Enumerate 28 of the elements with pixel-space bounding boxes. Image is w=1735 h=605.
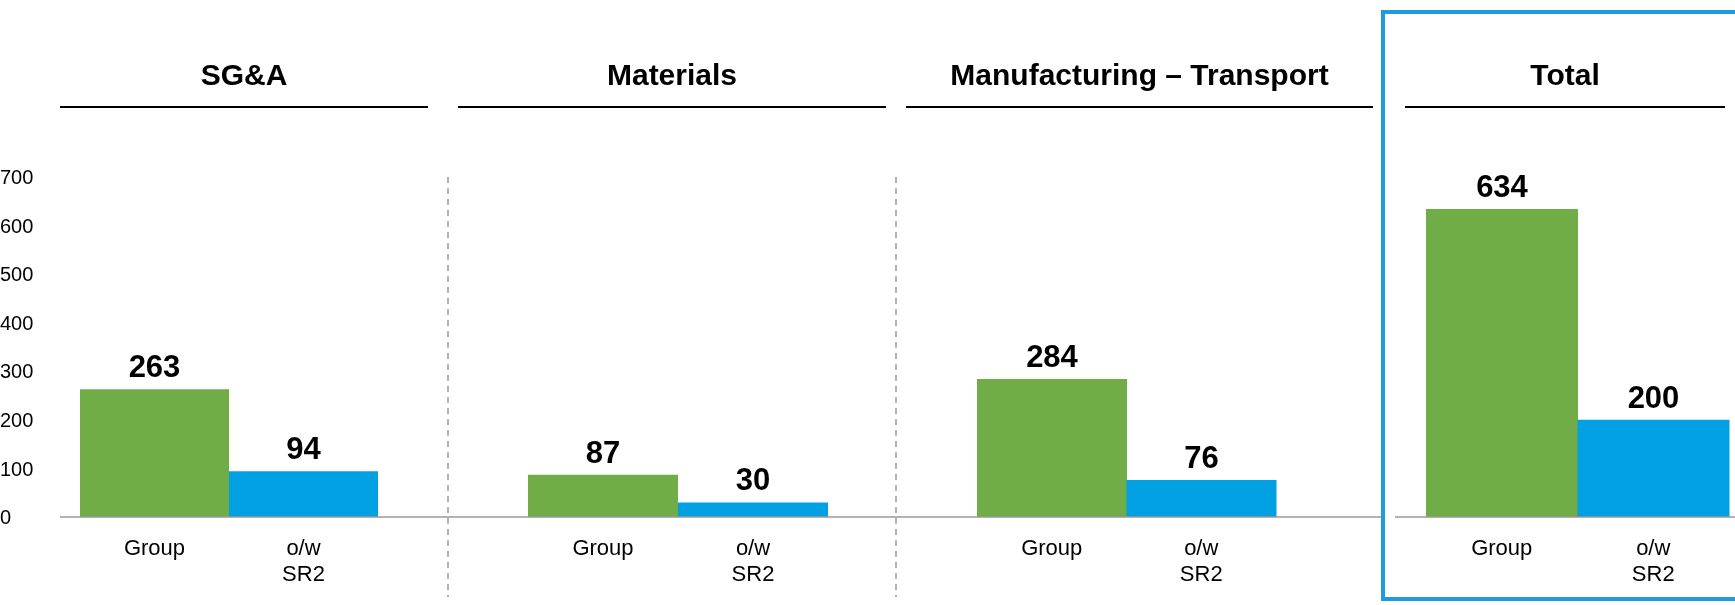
- x-tick-label: Group: [572, 534, 634, 560]
- y-tick-label: 0: [0, 506, 12, 529]
- data-label: 634: [1476, 169, 1529, 205]
- x-tick-label: o/w SR2: [282, 534, 325, 587]
- y-tick-label: 600: [0, 214, 34, 237]
- x-tick-label: Group: [1021, 534, 1083, 560]
- data-label: 87: [585, 434, 621, 470]
- y-tick-label: 500: [0, 263, 34, 286]
- y-tick-label: 700: [0, 166, 34, 189]
- x-tick-label: Group: [123, 534, 186, 560]
- y-tick-label: 200: [0, 408, 34, 431]
- chart-title: SG&A: [60, 58, 428, 108]
- data-label: 94: [286, 431, 322, 467]
- data-label: 200: [1627, 379, 1680, 415]
- x-tick-label: Group: [1471, 534, 1533, 560]
- data-label: 76: [1184, 440, 1219, 476]
- y-tick-label: 400: [0, 311, 34, 334]
- chart-title: Manufacturing – Transport: [906, 58, 1373, 108]
- y-tick-label: 100: [0, 457, 34, 480]
- x-tick-label: o/w SR2: [1179, 534, 1223, 587]
- data-label: 263: [128, 349, 181, 385]
- x-tick-label: o/w SR2: [1631, 534, 1675, 587]
- y-tick-label: 300: [0, 360, 34, 383]
- data-label: 30: [735, 462, 771, 498]
- chart-title: Materials: [458, 58, 886, 108]
- x-tick-label: o/w SR2: [731, 534, 775, 587]
- data-label: 284: [1026, 339, 1079, 375]
- chart-title: Total: [1405, 58, 1725, 108]
